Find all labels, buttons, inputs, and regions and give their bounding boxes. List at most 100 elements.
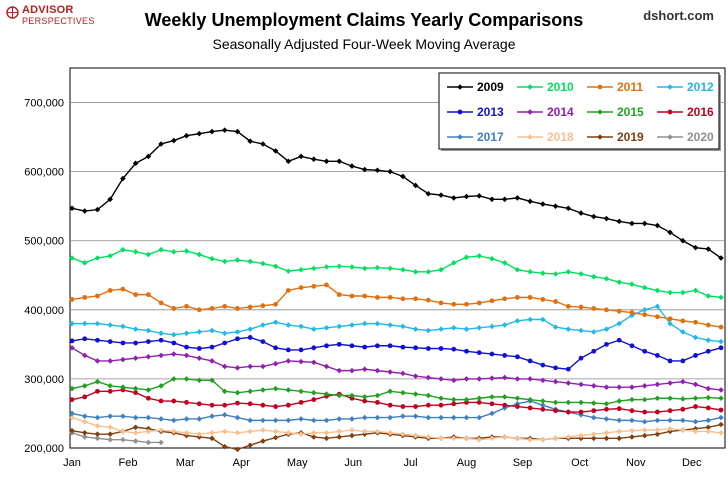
data-point [552, 435, 559, 442]
data-point [272, 360, 279, 367]
data-point [247, 335, 253, 340]
data-point [387, 343, 393, 349]
data-point [196, 431, 203, 437]
data-point [310, 156, 317, 162]
data-point [438, 376, 444, 382]
series-line-2011 [71, 284, 722, 328]
data-point [680, 378, 686, 385]
data-point [82, 294, 88, 300]
data-point [349, 416, 355, 422]
data-point [361, 428, 368, 435]
data-point [680, 427, 686, 433]
data-point [718, 414, 724, 421]
data-point [209, 255, 215, 262]
data-point [107, 388, 113, 394]
data-point [132, 385, 139, 392]
data-point [145, 251, 152, 258]
data-point [196, 329, 203, 335]
data-point [311, 397, 317, 403]
series-line-2009 [71, 129, 722, 259]
data-point [578, 381, 584, 388]
series-2012 [69, 303, 724, 345]
data-point [501, 434, 508, 440]
data-point [616, 428, 622, 435]
data-point [69, 427, 75, 434]
data-point [680, 237, 686, 244]
data-point [247, 442, 253, 449]
data-point [387, 294, 393, 300]
data-point [298, 358, 304, 365]
legend-marker [597, 84, 603, 90]
data-point [184, 400, 189, 405]
data-point [425, 374, 432, 381]
data-point [540, 436, 546, 443]
data-point [489, 298, 495, 304]
chart-title: Weekly Unemployment Claims Yearly Compar… [144, 10, 584, 30]
data-point [234, 128, 241, 135]
data-point [260, 417, 266, 424]
data-point [260, 141, 266, 147]
data-point [501, 394, 508, 400]
data-point [565, 205, 572, 212]
data-point [718, 430, 724, 436]
data-point [565, 269, 572, 275]
data-point [680, 318, 686, 324]
data-point [387, 414, 393, 421]
data-point [565, 399, 572, 406]
data-point [120, 175, 126, 182]
data-point [234, 446, 241, 453]
series-line-2018 [71, 416, 722, 441]
data-point [81, 430, 88, 436]
data-point [375, 294, 380, 300]
legend-item-2009: 2009 [447, 80, 504, 94]
data-point [616, 417, 622, 424]
data-point [285, 347, 291, 353]
legend: 2009 2010 2011 2012 2013 2014 2015 2016 2017 2018… [438, 72, 721, 151]
data-point [705, 405, 711, 411]
data-point [158, 383, 164, 389]
data-point [81, 413, 88, 420]
data-point [94, 358, 101, 364]
data-point [629, 343, 635, 349]
data-point [540, 297, 546, 302]
data-point [718, 294, 724, 301]
data-point [552, 203, 559, 209]
data-point [705, 417, 712, 424]
data-point [361, 414, 368, 421]
data-point [565, 434, 572, 440]
data-point [375, 343, 380, 349]
data-point [400, 389, 406, 396]
data-point [463, 254, 470, 261]
data-point [527, 358, 533, 364]
data-point [158, 398, 164, 404]
data-point [654, 395, 661, 402]
data-point [132, 414, 139, 421]
data-point [629, 310, 635, 315]
data-point [552, 271, 559, 277]
y-tick-label: 500,000 [24, 236, 64, 248]
data-point [705, 394, 712, 401]
data-point [158, 330, 164, 337]
series-line-2012 [72, 305, 722, 343]
data-point [527, 376, 533, 382]
data-point [616, 218, 622, 225]
data-point [527, 269, 533, 275]
data-point [489, 351, 495, 357]
data-point [94, 414, 101, 421]
data-point [489, 323, 495, 330]
data-point [324, 343, 329, 349]
data-point [69, 255, 75, 261]
data-point [69, 297, 75, 302]
data-point [285, 430, 292, 436]
data-point [349, 163, 355, 169]
data-point [323, 264, 330, 270]
data-point [501, 374, 508, 381]
series-2014 [69, 345, 724, 393]
data-point [654, 303, 661, 310]
data-point [489, 375, 495, 382]
data-point [235, 400, 240, 406]
data-point [552, 324, 559, 330]
legend-label: 2019 [617, 130, 644, 144]
data-point [69, 410, 75, 417]
data-point [591, 306, 597, 311]
